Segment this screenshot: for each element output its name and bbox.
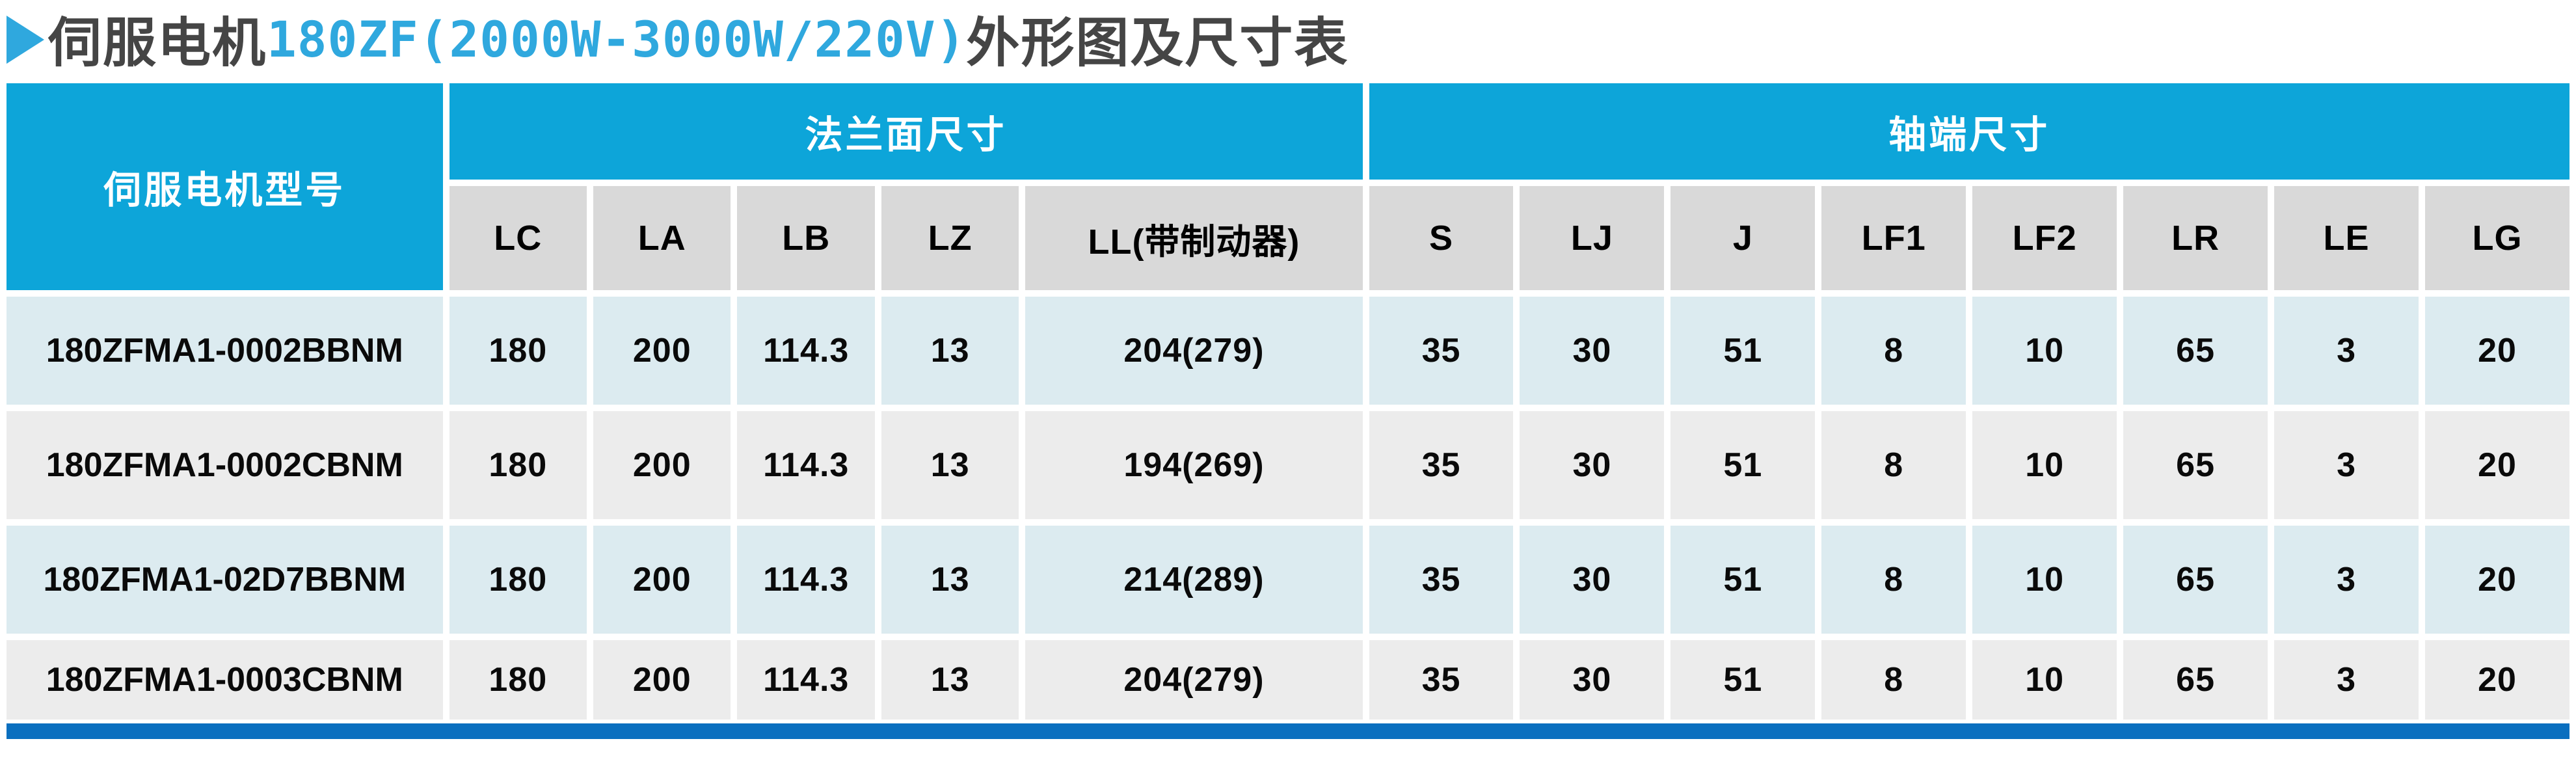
cell: 10: [1972, 640, 2117, 720]
cell: 180: [449, 297, 587, 405]
cell: 3: [2274, 297, 2419, 405]
table-row: 180ZFMA1-0002CBNM 180 200 114.3 13 194(2…: [7, 411, 2569, 519]
cell: 65: [2123, 526, 2268, 634]
cell: 30: [1520, 411, 1665, 519]
cell: 20: [2424, 526, 2569, 634]
col-header-lf1: LF1: [1821, 186, 1966, 290]
col-header-ll-brake: LL(带制动器): [1025, 186, 1363, 290]
title-arrow-icon: [7, 16, 44, 64]
title-suffix: 外形图及尺寸表: [966, 13, 1349, 73]
cell: 3: [2274, 411, 2419, 519]
col-header-le: LE: [2274, 186, 2419, 290]
cell: 65: [2123, 640, 2268, 720]
header-group-flange: 法兰面尺寸: [449, 83, 1363, 180]
cell: 180: [449, 640, 587, 720]
col-header-lr: LR: [2123, 186, 2268, 290]
cell: 30: [1520, 640, 1665, 720]
cell: 194(269): [1025, 411, 1363, 519]
cell: 200: [593, 411, 731, 519]
cell: 35: [1369, 411, 1514, 519]
cell: 10: [1972, 411, 2117, 519]
col-header-lz: LZ: [881, 186, 1019, 290]
title-prefix: 伺服电机: [48, 13, 267, 73]
cell: 13: [881, 297, 1019, 405]
cell: 114.3: [737, 640, 875, 720]
cell: 51: [1670, 297, 1816, 405]
col-header-j: J: [1670, 186, 1816, 290]
cell: 20: [2424, 411, 2569, 519]
cell: 13: [881, 526, 1019, 634]
cell: 114.3: [737, 526, 875, 634]
cell: 51: [1670, 640, 1816, 720]
cell: 35: [1369, 640, 1514, 720]
cell-model: 180ZFMA1-0003CBNM: [7, 640, 443, 720]
table-row: 180ZFMA1-0002BBNM 180 200 114.3 13 204(2…: [7, 297, 2569, 405]
header-group-shaft: 轴端尺寸: [1369, 83, 2569, 180]
cell: 114.3: [737, 411, 875, 519]
cell: 8: [1821, 640, 1966, 720]
table-row: 180ZFMA1-0003CBNM 180 200 114.3 13 204(2…: [7, 640, 2569, 720]
cell: 200: [593, 640, 731, 720]
table-row: 180ZFMA1-02D7BBNM 180 200 114.3 13 214(2…: [7, 526, 2569, 634]
cell: 204(279): [1025, 640, 1363, 720]
cell: 3: [2274, 640, 2419, 720]
cell-model: 180ZFMA1-02D7BBNM: [7, 526, 443, 634]
cell: 10: [1972, 297, 2117, 405]
cell: 30: [1520, 526, 1665, 634]
col-header-lb: LB: [737, 186, 875, 290]
cell: 51: [1670, 411, 1816, 519]
cell: 13: [881, 640, 1019, 720]
cell: 10: [1972, 526, 2117, 634]
cell: 180: [449, 411, 587, 519]
col-header-lg: LG: [2424, 186, 2569, 290]
header-model: 伺服电机型号: [7, 83, 443, 290]
col-header-s: S: [1369, 186, 1514, 290]
dimension-table: 伺服电机型号 法兰面尺寸 轴端尺寸 LC LA LB LZ LL(带制动器) S…: [0, 77, 2576, 726]
cell: 20: [2424, 640, 2569, 720]
cell: 35: [1369, 526, 1514, 634]
cell: 65: [2123, 297, 2268, 405]
cell: 8: [1821, 297, 1966, 405]
cell: 20: [2424, 297, 2569, 405]
bottom-accent-bar: [7, 723, 2569, 739]
title-model-highlight: 180ZF(2000W-3000W/220V): [267, 10, 967, 68]
cell: 35: [1369, 297, 1514, 405]
cell: 180: [449, 526, 587, 634]
cell-model: 180ZFMA1-0002BBNM: [7, 297, 443, 405]
col-header-lc: LC: [449, 186, 587, 290]
cell-model: 180ZFMA1-0002CBNM: [7, 411, 443, 519]
cell: 8: [1821, 411, 1966, 519]
cell: 114.3: [737, 297, 875, 405]
cell: 214(289): [1025, 526, 1363, 634]
cell: 204(279): [1025, 297, 1363, 405]
cell: 13: [881, 411, 1019, 519]
col-header-lj: LJ: [1520, 186, 1665, 290]
page-title: 伺服电机 180ZF(2000W-3000W/220V) 外形图及尺寸表: [0, 0, 2576, 75]
col-header-la: LA: [593, 186, 731, 290]
cell: 65: [2123, 411, 2268, 519]
cell: 51: [1670, 526, 1816, 634]
col-header-lf2: LF2: [1972, 186, 2117, 290]
cell: 30: [1520, 297, 1665, 405]
cell: 8: [1821, 526, 1966, 634]
cell: 200: [593, 526, 731, 634]
cell: 3: [2274, 526, 2419, 634]
cell: 200: [593, 297, 731, 405]
